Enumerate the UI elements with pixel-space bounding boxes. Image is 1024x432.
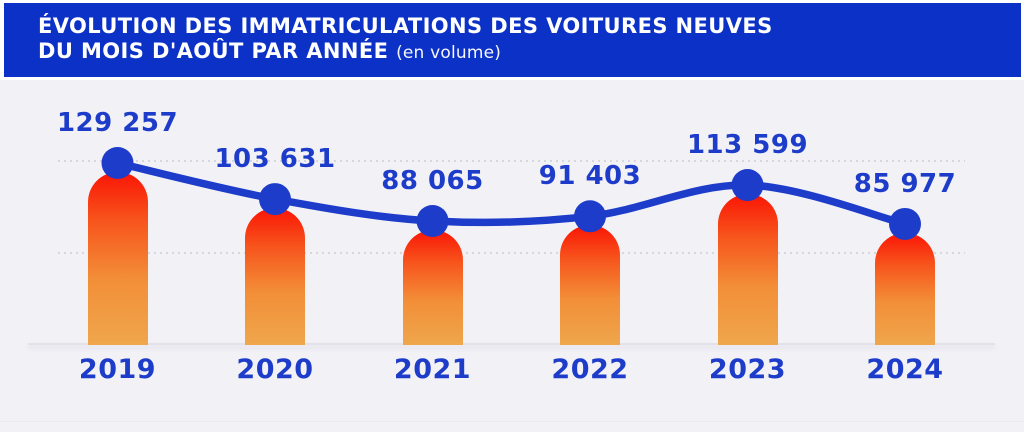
chart-bar-2019 [87, 172, 148, 345]
gridline-upper [58, 160, 965, 162]
x-axis-label-2021: 2021 [393, 354, 472, 385]
value-label-2024: 85 977 [853, 168, 957, 199]
x-axis-label-2022: 2022 [551, 354, 629, 385]
x-axis-label-2020: 2020 [236, 354, 314, 385]
value-label-2020: 103 631 [214, 144, 336, 175]
trend-line [113, 159, 909, 228]
data-point-dot-2020 [259, 183, 291, 216]
x-axis-label-2023: 2023 [708, 354, 787, 385]
x-axis-label-2019: 2019 [78, 354, 157, 385]
data-point-dot-2023 [731, 169, 764, 202]
chart-bar-2021 [402, 230, 463, 345]
x-axis-line [28, 343, 995, 345]
bottom-divider [0, 421, 1024, 422]
chart-bar-2020 [245, 208, 305, 345]
data-point-dot-2019 [101, 147, 134, 179]
value-label-2022: 91 403 [538, 161, 642, 192]
chart-bar-2024 [875, 232, 935, 345]
header-margin: ÉVOLUTION DES IMMATRICULATIONS DES VOITU… [0, 0, 1024, 80]
data-point-dot-2024 [889, 207, 921, 240]
chart-bar-2022 [560, 225, 620, 345]
value-label-2021: 88 065 [381, 166, 484, 196]
chart-title-line2: DU MOIS D'AOÛT PAR ANNÉE (en volume) [38, 39, 1001, 66]
chart-bar-2023 [717, 194, 778, 345]
data-point-dot-2022 [574, 200, 606, 233]
value-label-2019: 129 257 [56, 108, 179, 138]
gridline-lower [58, 252, 965, 254]
chart-title-line1: ÉVOLUTION DES IMMATRICULATIONS DES VOITU… [38, 14, 773, 38]
chart-title-volume-note: (en volume) [396, 43, 502, 63]
value-label-2023: 113 599 [686, 130, 809, 161]
data-point-dot-2021 [416, 205, 449, 238]
x-axis-label-2024: 2024 [866, 354, 944, 385]
header-band: ÉVOLUTION DES IMMATRICULATIONS DES VOITU… [4, 3, 1021, 77]
chart-title-line2-text: DU MOIS D'AOÛT PAR ANNÉE [38, 39, 389, 63]
